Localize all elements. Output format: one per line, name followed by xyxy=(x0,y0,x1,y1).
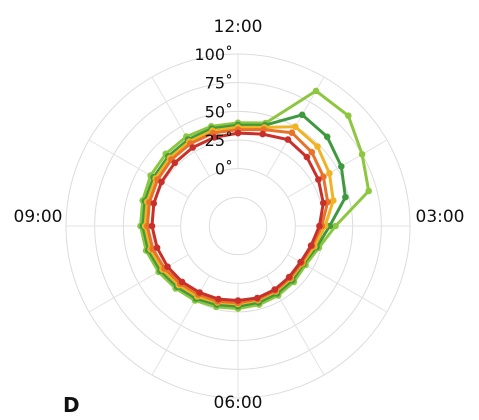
data-point xyxy=(345,112,352,119)
data-point xyxy=(144,222,151,230)
tick-labels: 12:00 03:00 06:00 09:00 0˚ 25˚ 50˚ 75˚ 100˚ xyxy=(14,17,465,413)
data-point xyxy=(288,129,296,136)
data-point xyxy=(365,187,373,195)
series-2 xyxy=(139,111,349,310)
grid-spoke xyxy=(88,139,189,198)
data-point xyxy=(164,263,171,271)
data-point xyxy=(153,244,161,251)
angular-tick-label: 06:00 xyxy=(214,393,263,413)
data-point xyxy=(171,159,179,167)
radial-tick-label: 100˚ xyxy=(194,45,233,64)
data-point xyxy=(358,151,366,158)
panel-label: D xyxy=(63,393,80,417)
data-point xyxy=(284,136,292,143)
series-5 xyxy=(148,129,327,304)
data-point xyxy=(150,200,158,207)
grid-spoke xyxy=(151,76,210,177)
data-point xyxy=(332,222,339,230)
grid-spoke xyxy=(287,139,388,198)
data-point xyxy=(320,199,327,207)
data-point xyxy=(316,222,323,230)
data-point xyxy=(211,134,218,141)
series-layer xyxy=(137,87,373,312)
data-point xyxy=(259,130,266,138)
data-point xyxy=(307,242,315,249)
data-point xyxy=(234,129,242,137)
angular-tick-label: 03:00 xyxy=(416,207,465,227)
data-point xyxy=(271,286,279,293)
data-point xyxy=(297,258,304,266)
data-point xyxy=(338,163,345,170)
data-point xyxy=(323,133,331,141)
data-point xyxy=(285,273,293,281)
data-point xyxy=(326,222,334,230)
radial-tick-label: 50˚ xyxy=(205,102,233,121)
data-point xyxy=(330,197,337,204)
data-point xyxy=(308,148,316,156)
data-point xyxy=(189,144,196,151)
grid-ring xyxy=(208,196,268,256)
angular-tick-label: 12:00 xyxy=(214,17,263,37)
grid-ring xyxy=(180,168,296,284)
data-point xyxy=(178,278,186,286)
data-point xyxy=(303,153,311,161)
data-point xyxy=(326,170,333,177)
data-point xyxy=(292,123,299,130)
data-point xyxy=(314,143,321,150)
data-point xyxy=(234,297,242,304)
grid-spoke xyxy=(88,254,189,313)
data-point xyxy=(298,111,306,119)
radial-tick-label: 75˚ xyxy=(205,74,233,93)
angular-tick-label: 09:00 xyxy=(14,207,63,227)
data-point xyxy=(320,173,327,180)
data-point xyxy=(312,87,320,95)
radial-tick-label: 25˚ xyxy=(205,131,233,150)
data-point xyxy=(253,294,261,302)
data-point xyxy=(196,289,203,296)
data-point xyxy=(342,193,349,201)
data-point xyxy=(215,295,222,303)
data-point xyxy=(315,176,322,183)
radial-tick-label: 0˚ xyxy=(215,160,233,179)
polar-grid xyxy=(65,53,411,399)
data-point xyxy=(148,222,156,230)
data-point xyxy=(158,178,165,186)
